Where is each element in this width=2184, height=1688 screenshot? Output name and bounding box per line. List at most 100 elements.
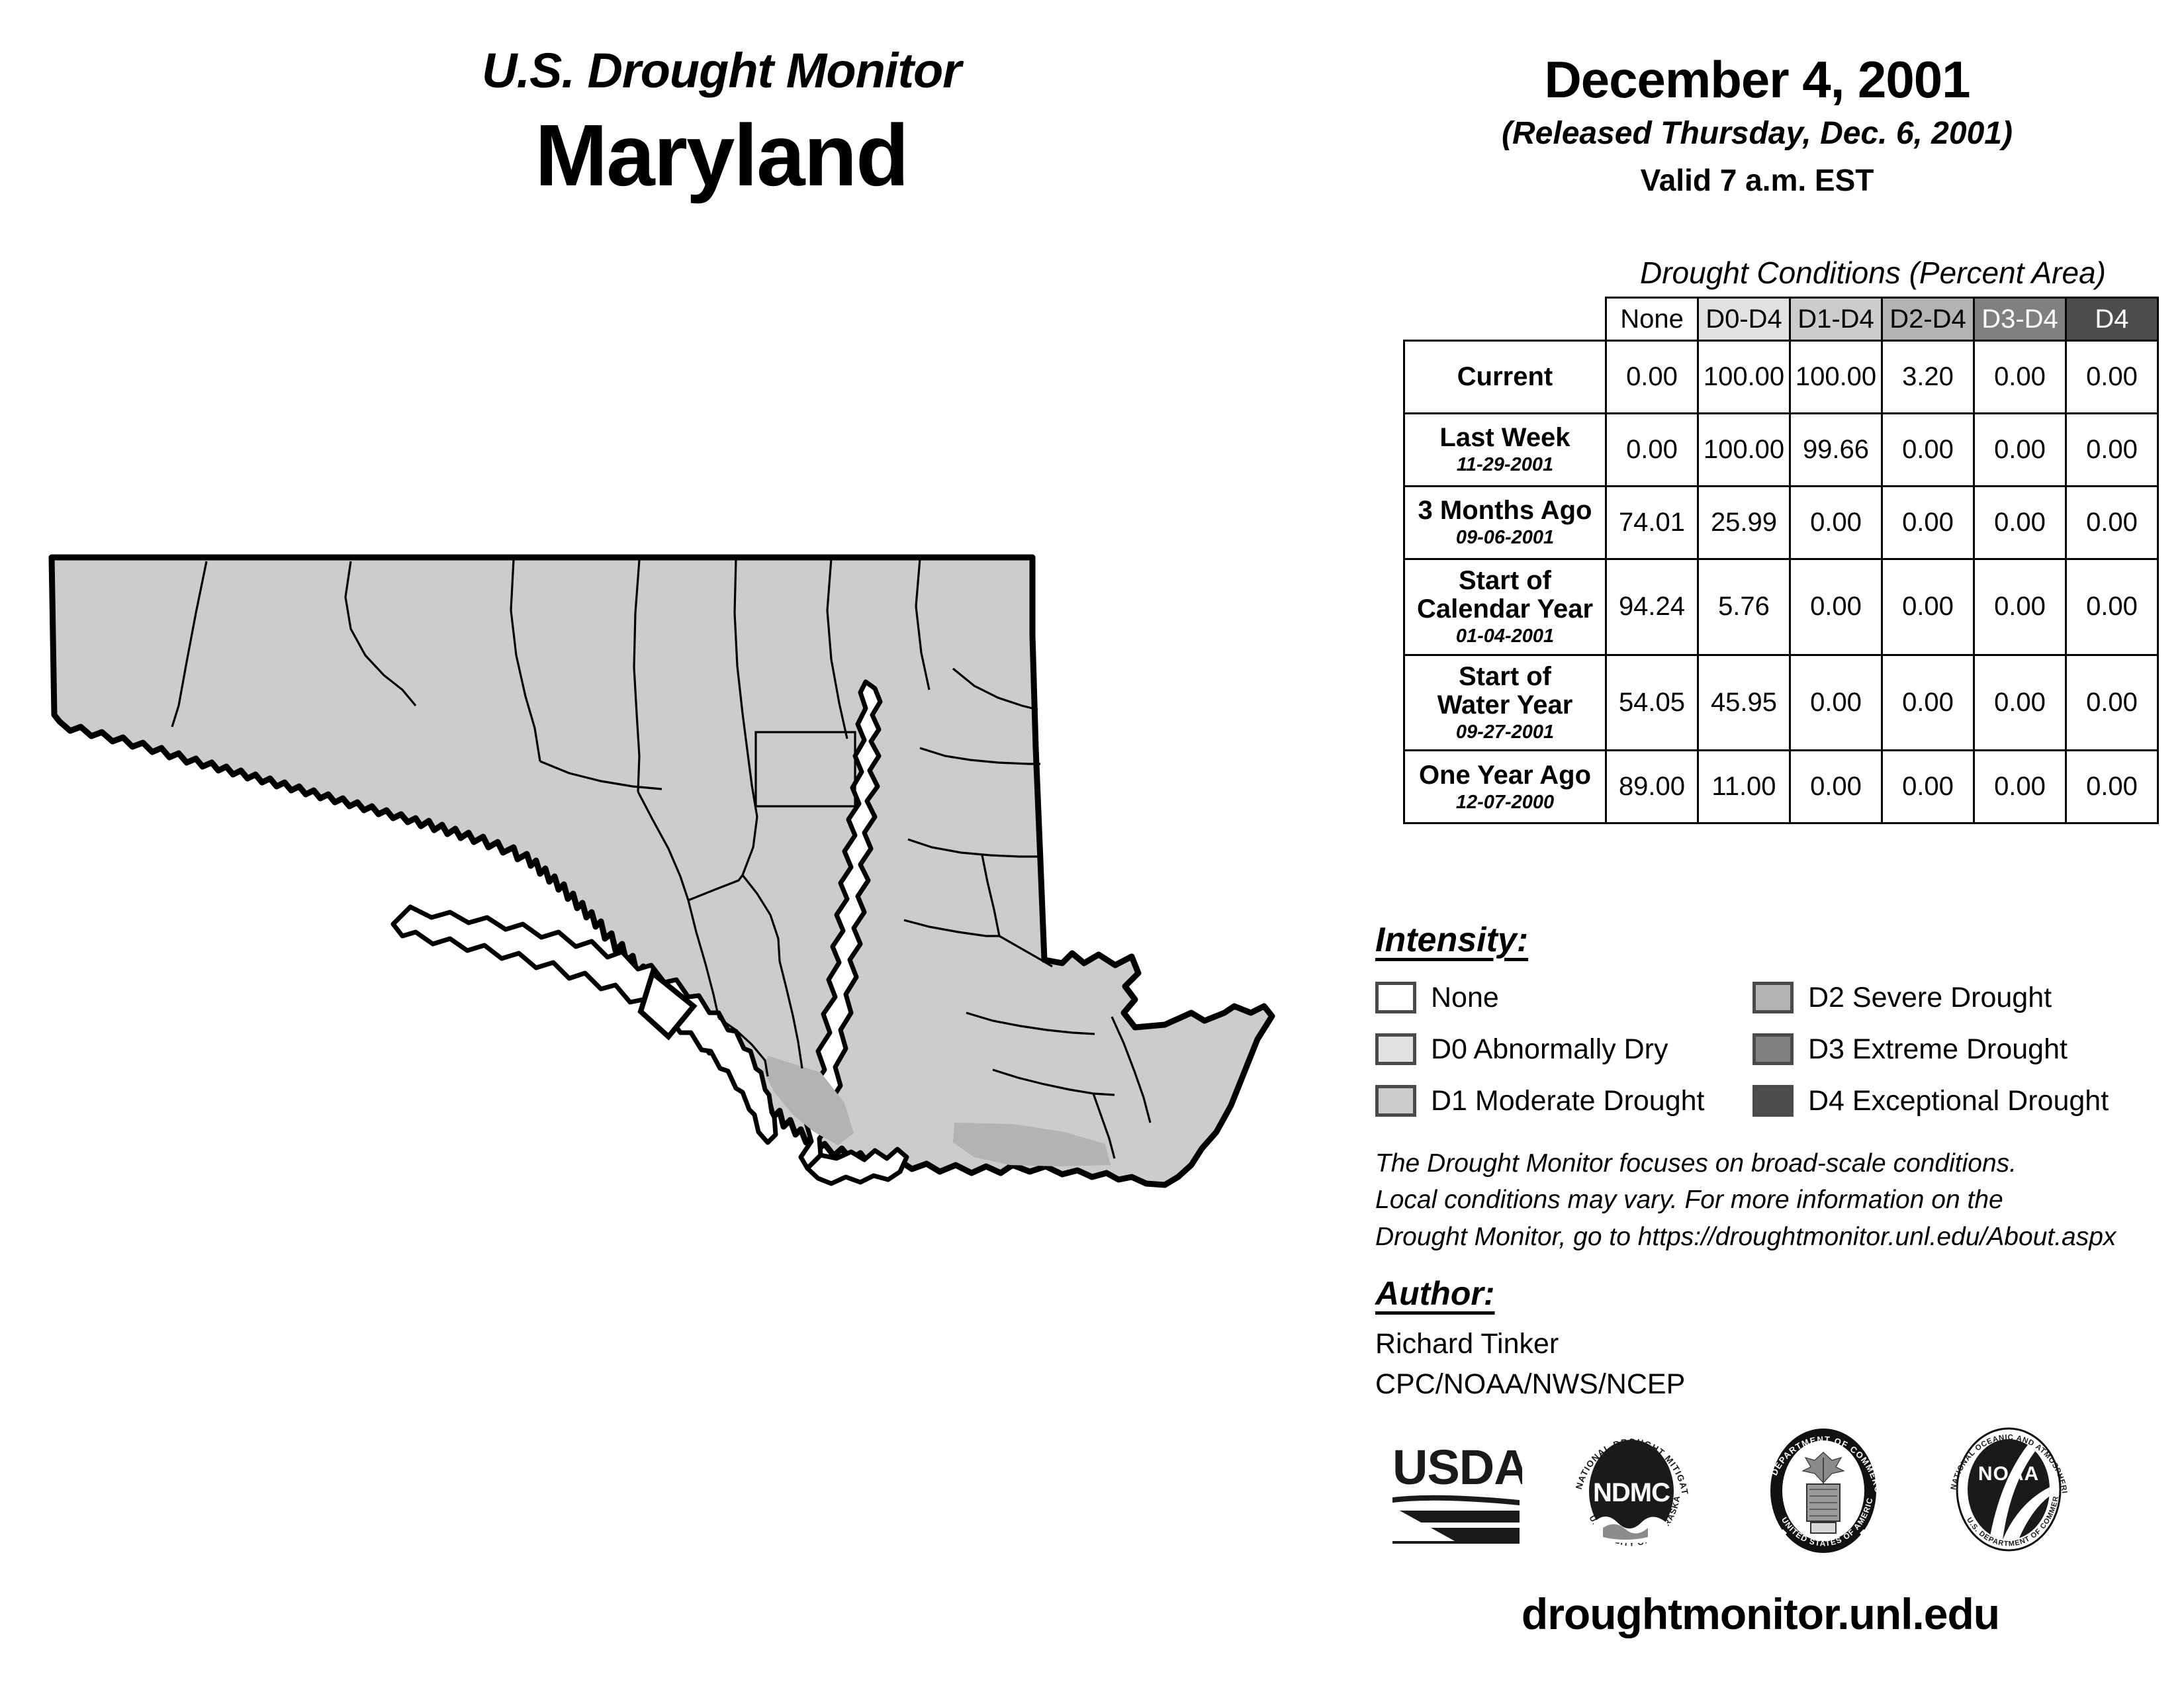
table-cell: 0.00	[1789, 485, 1883, 560]
map-svg	[48, 554, 1275, 1188]
row-date: 12-07-2000	[1455, 791, 1555, 813]
table-cell: 45.95	[1697, 653, 1791, 752]
table-cell: 0.00	[2065, 340, 2159, 414]
row-date: 09-27-2001	[1455, 722, 1555, 743]
table-cell: 89.00	[1605, 749, 1699, 825]
d2-lower-eastern-shore	[953, 1123, 1111, 1166]
table-cell: 99.66	[1789, 412, 1883, 487]
table-cell: 0.00	[1973, 749, 2067, 825]
legend-item-d1-moderate-drought: D1 Moderate Drought	[1375, 1075, 1705, 1127]
legend-label: D0 Abnormally Dry	[1431, 1033, 1668, 1065]
title-block: U.S. Drought Monitor Maryland	[371, 46, 1072, 202]
svg-text:USDA: USDA	[1392, 1440, 1522, 1495]
row-label: Start of Water Year 09-27-2001	[1403, 653, 1607, 752]
legend-swatch	[1752, 982, 1794, 1013]
svg-text:NOAA: NOAA	[1978, 1463, 2039, 1485]
table-row: Start of Calendar Year 01-04-2001 94.24 5.76…	[1403, 558, 2159, 656]
drought-conditions-table: None D0-D4 D1-D4 D2-D4 D3-D4 D4 Current 0.00 10…	[1403, 297, 2159, 825]
ndmc-logo: NATIONAL DROUGHT MITIGATION CENTER UNIVE…	[1562, 1423, 1690, 1548]
table-cell: 100.00	[1789, 340, 1883, 414]
column-header-d2-d4: D2-D4	[1881, 297, 1975, 342]
county-boundaries	[171, 558, 1152, 1159]
table-cell: 25.99	[1697, 485, 1791, 560]
legend-swatch	[1752, 1085, 1794, 1117]
author-heading: Author:	[1375, 1275, 1495, 1312]
legend-item-d0-abnormally-dry: D0 Abnormally Dry	[1375, 1023, 1705, 1075]
table-cell: 0.00	[1881, 749, 1975, 825]
legend-item-d4-exceptional-drought: D4 Exceptional Drought	[1752, 1075, 2109, 1127]
table-cell: 3.20	[1881, 340, 1975, 414]
legend-label: D2 Severe Drought	[1808, 981, 2052, 1013]
logo-row: USDA NATIONAL DROUGHT MITIGATION CENTER …	[1377, 1423, 2144, 1562]
table-row: Start of Water Year 09-27-2001 54.05 45.95 0.…	[1403, 653, 2159, 752]
legend-item-d3-extreme-drought: D3 Extreme Drought	[1752, 1023, 2109, 1075]
table-cell: 0.00	[1789, 653, 1883, 752]
table-cell: 0.00	[1973, 412, 2067, 487]
maryland-drought-map[interactable]	[40, 549, 1363, 1344]
legend-label: D4 Exceptional Drought	[1808, 1084, 2109, 1117]
valid-time: Valid 7 a.m. EST	[1640, 162, 1874, 197]
d2-severe-drought-regions	[764, 1056, 1111, 1166]
column-header-d0-d4: D0-D4	[1697, 297, 1791, 342]
table-cell: 0.00	[1881, 485, 1975, 560]
row-date: 01-04-2001	[1455, 626, 1555, 647]
table-cell: 0.00	[2065, 485, 2159, 560]
department-of-commerce-logo: DEPARTMENT OF COMMERCE UNITED STATES OF …	[1754, 1423, 1882, 1553]
table-cell: 0.00	[1881, 412, 1975, 487]
table-cell: 94.24	[1605, 558, 1699, 656]
table-cell: 0.00	[1881, 558, 1975, 656]
usda-logo: USDA	[1392, 1440, 1522, 1544]
table-cell: 0.00	[1881, 653, 1975, 752]
legend-item-d2-severe-drought: D2 Severe Drought	[1752, 972, 2109, 1023]
site-url[interactable]: droughtmonitor.unl.edu	[1521, 1589, 2000, 1638]
disclaimer-text: The Drought Monitor focuses on broad-sca…	[1375, 1145, 2143, 1255]
legend-swatch	[1375, 1033, 1416, 1065]
table-cell: 0.00	[2065, 412, 2159, 487]
column-header-none: None	[1605, 297, 1699, 342]
row-label: Current	[1403, 340, 1607, 414]
intensity-heading: Intensity:	[1375, 921, 1529, 959]
date-block: December 4, 2001 (Released Thursday, Dec…	[1377, 50, 2138, 199]
page-title: U.S. Drought Monitor	[482, 43, 962, 98]
table-cell: 0.00	[2065, 749, 2159, 825]
table-cell: 11.00	[1697, 749, 1791, 825]
table-row: Last Week 11-29-2001 0.00 100.00 99.66 0.00 0.…	[1403, 412, 2159, 487]
legend-column-left: None D0 Abnormally Dry D1 Moderate Drought	[1375, 972, 1705, 1127]
table-cell: 74.01	[1605, 485, 1699, 560]
legend-label: D1 Moderate Drought	[1431, 1084, 1705, 1117]
d2-southern-maryland	[764, 1056, 854, 1145]
table-header-row: None D0-D4 D1-D4 D2-D4 D3-D4 D4	[1404, 297, 2159, 342]
legend-item-none: None	[1375, 972, 1705, 1023]
table-cell: 100.00	[1697, 340, 1791, 414]
author-affiliation: CPC/NOAA/NWS/NCEP	[1375, 1368, 1686, 1401]
row-label: One Year Ago 12-07-2000	[1403, 749, 1607, 825]
table-row: 3 Months Ago 09-06-2001 74.01 25.99 0.00 0.00…	[1403, 485, 2159, 560]
table-body: Current 0.00 100.00 100.00 3.20 0.00 0.00 Last …	[1403, 340, 2159, 825]
table-cell: 5.76	[1697, 558, 1791, 656]
author-name: Richard Tinker	[1375, 1328, 1559, 1360]
table-cell: 0.00	[1973, 485, 2067, 560]
noaa-logo: NATIONAL OCEANIC AND ATMOSPHERIC ADMINIS…	[1939, 1423, 2068, 1552]
legend-label: None	[1431, 981, 1499, 1013]
table-cell: 0.00	[1605, 340, 1699, 414]
table-cell: 0.00	[2065, 653, 2159, 752]
legend-swatch	[1752, 1033, 1794, 1065]
table-cell: 0.00	[1605, 412, 1699, 487]
legend-column-right: D2 Severe Drought D3 Extreme Drought D4 Ex…	[1752, 972, 2109, 1127]
row-label: 3 Months Ago 09-06-2001	[1403, 485, 1607, 560]
row-date: 09-06-2001	[1455, 527, 1555, 549]
table-cell: 0.00	[1973, 558, 2067, 656]
table-cell: 0.00	[1789, 558, 1883, 656]
row-date: 11-29-2001	[1456, 454, 1554, 476]
table-caption: Drought Conditions (Percent Area)	[1640, 256, 2106, 290]
legend-label: D3 Extreme Drought	[1808, 1033, 2068, 1065]
table-cell: 100.00	[1697, 412, 1791, 487]
table-row: Current 0.00 100.00 100.00 3.20 0.00 0.00	[1403, 340, 2159, 414]
released-date: (Released Thursday, Dec. 6, 2001)	[1502, 116, 2013, 152]
maryland-outline	[48, 554, 1275, 1188]
valid-date: December 4, 2001	[1544, 50, 1970, 109]
svg-text:NDMC: NDMC	[1593, 1478, 1670, 1507]
state-shape	[48, 554, 1275, 1188]
disclaimer-line: Drought Monitor, go to https://droughtmo…	[1375, 1222, 2116, 1251]
table-cell: 0.00	[1973, 653, 2067, 752]
